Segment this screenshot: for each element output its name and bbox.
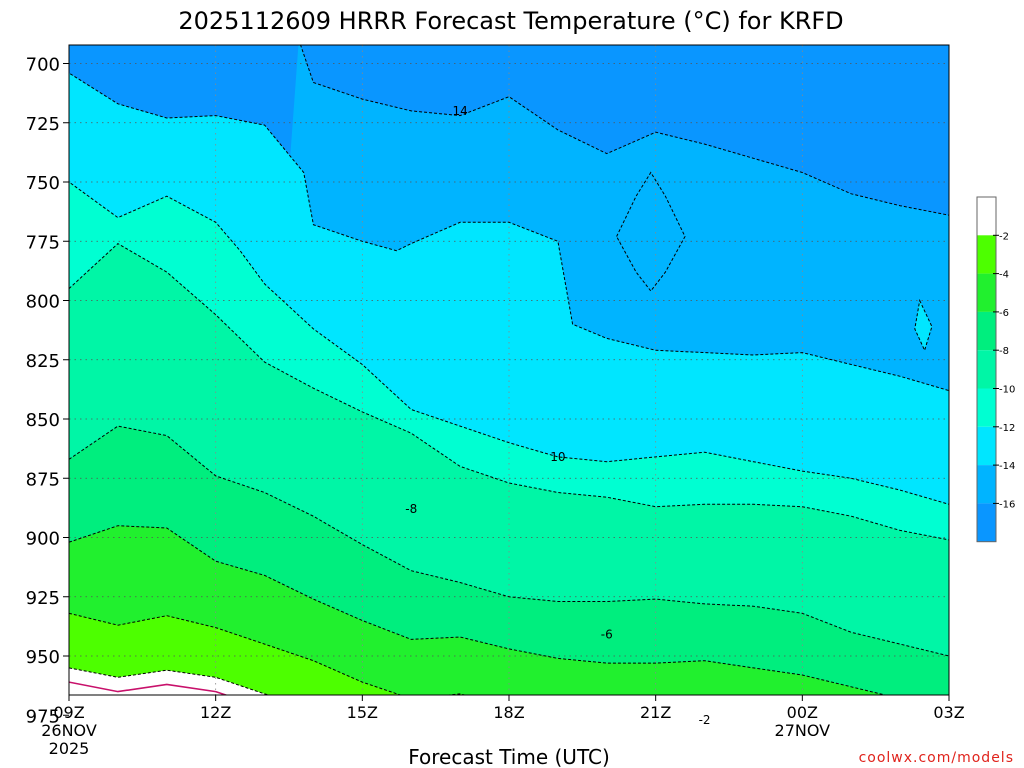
chart-title: 2025112609 HRRR Forecast Temperature (°C… xyxy=(178,7,843,35)
ytick-label-925: 925 xyxy=(26,588,60,609)
ytick-label-725: 725 xyxy=(26,114,60,135)
xtick-sub1-5: 27NOV xyxy=(775,721,831,740)
colorbar-swatch-2 xyxy=(977,273,996,312)
ytick-label-875: 875 xyxy=(26,469,60,490)
colorbar-label-5: -12 xyxy=(999,423,1015,434)
contour-labels: 14 10 -8 -6 -2 xyxy=(405,104,711,727)
y-axis: 700 725 750 775 800 825 850 875 900 925 950 975 xyxy=(26,55,69,727)
credit-text: coolwx.com/models xyxy=(859,750,1014,766)
colorbar-label-0: -2 xyxy=(999,231,1009,242)
isotherm--10 xyxy=(69,242,949,541)
isotherm--14 xyxy=(69,72,949,392)
closed-contour--14 xyxy=(914,298,933,352)
contour-label-1: 10 xyxy=(550,450,565,464)
ytick-label-775: 775 xyxy=(26,232,60,253)
isotherm--16 xyxy=(300,45,949,216)
xtick-sub1-0: 26NOV xyxy=(41,721,97,740)
xtick-label-4: 21Z xyxy=(640,703,671,722)
colorbar-swatch-1 xyxy=(977,235,996,274)
colorbar-label-6: -14 xyxy=(999,461,1015,472)
isotherm--8 xyxy=(69,425,949,657)
xtick-label-3: 18Z xyxy=(493,703,524,722)
colorbar-swatch-5 xyxy=(977,388,996,427)
colorbar-label-4: -10 xyxy=(999,385,1015,396)
ytick-label-850: 850 xyxy=(26,410,60,431)
xtick-label-0: 09Z xyxy=(53,703,84,722)
grid-lines xyxy=(69,45,949,695)
isotherm--4 xyxy=(69,612,467,695)
ytick-label-950: 950 xyxy=(26,647,60,668)
colorbar-label-2: -6 xyxy=(999,308,1009,319)
xtick-label-1: 12Z xyxy=(200,703,231,722)
contour-label-3: -6 xyxy=(601,628,613,642)
xtick-sub2-0: 2025 xyxy=(49,739,90,758)
ytick-label-975: 975 xyxy=(26,706,60,727)
contour-label-0: 14 xyxy=(452,104,467,118)
isotherm--6 xyxy=(69,525,888,695)
colorbar-label-1: -4 xyxy=(999,270,1009,281)
isotherm--12 xyxy=(69,181,949,505)
ytick-label-900: 900 xyxy=(26,529,60,550)
contour-label-2: -8 xyxy=(405,502,417,516)
ytick-label-700: 700 xyxy=(26,55,60,76)
isotherm-lines xyxy=(69,45,949,695)
colorbar-label-7: -16 xyxy=(999,499,1015,510)
band-above--2 xyxy=(69,667,269,695)
colorbar: -2 -4 -6 -8 -10 -12 -14 -16 xyxy=(976,196,1015,543)
ytick-label-750: 750 xyxy=(26,173,60,194)
xtick-label-5: 00Z xyxy=(787,703,818,722)
temperature-fills xyxy=(69,45,949,695)
colorbar-swatch-6 xyxy=(977,426,996,466)
colorbar-swatch-7 xyxy=(977,465,996,504)
x-axis-label: Forecast Time (UTC) xyxy=(408,745,610,768)
ytick-label-825: 825 xyxy=(26,351,60,372)
xtick-label-2: 15Z xyxy=(347,703,378,722)
contour-label-4: -2 xyxy=(699,713,711,727)
colorbar-swatch-0 xyxy=(977,197,996,236)
colorbar-swatch-3 xyxy=(977,311,996,351)
isotherm-0 xyxy=(69,681,229,695)
xtick-label-6: 03Z xyxy=(933,703,964,722)
colorbar-label-3: -8 xyxy=(999,346,1009,357)
plot-area xyxy=(69,45,949,695)
closed-contour--16 xyxy=(616,171,686,292)
ytick-label-800: 800 xyxy=(26,292,60,313)
colorbar-frame xyxy=(976,196,997,543)
colorbar-swatch-8 xyxy=(977,503,996,542)
colorbar-swatch-4 xyxy=(977,350,996,389)
